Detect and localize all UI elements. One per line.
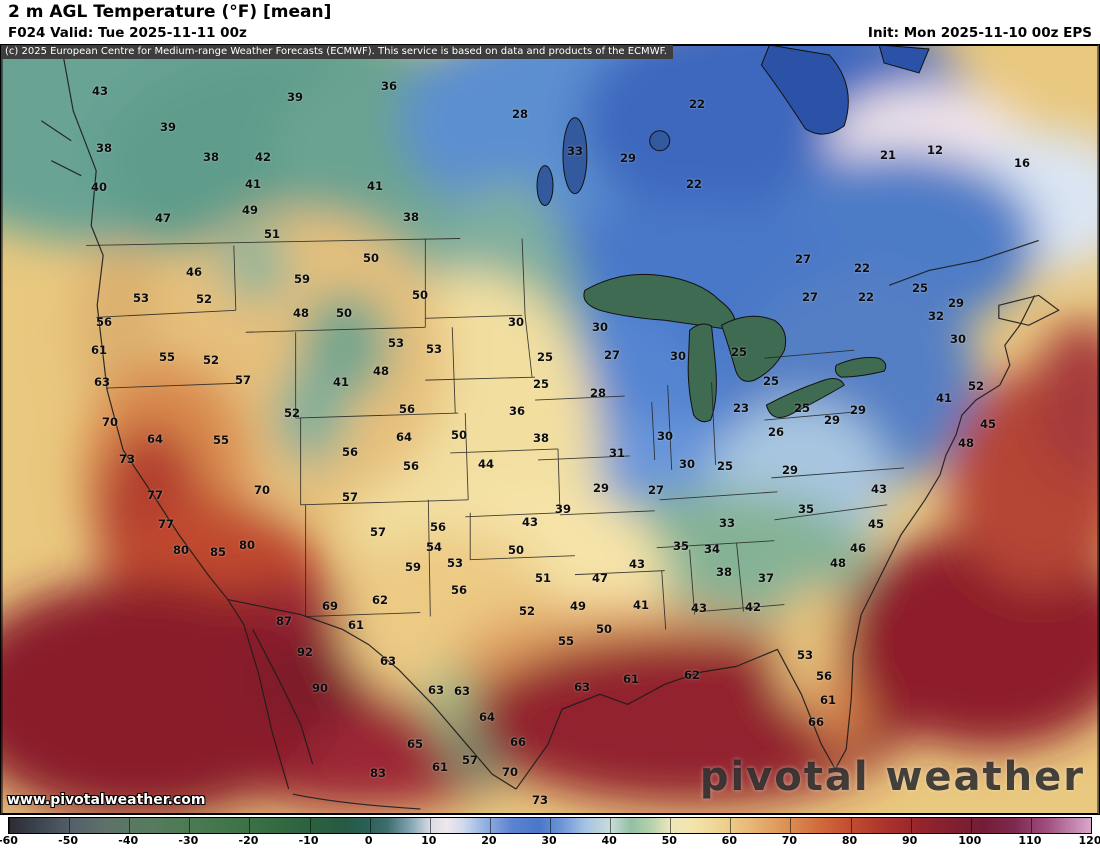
colorbar-tick-mark [9, 818, 10, 833]
copyright-notice: (c) 2025 European Centre for Medium-rang… [1, 45, 673, 59]
colorbar-tick-label: 50 [661, 834, 677, 847]
colorbar-tick-mark [550, 818, 551, 833]
colorbar-tick-label: 80 [841, 834, 858, 847]
colorbar-tick-mark [489, 818, 491, 833]
colorbar-tick-mark [309, 818, 311, 833]
colorbar-tick-label: 70 [781, 834, 798, 847]
colorbar-tick-mark [129, 818, 131, 833]
colorbar-tick-label: -10 [298, 834, 319, 847]
colorbar-tick-mark [970, 818, 972, 833]
colorbar-tick-label: 110 [1018, 834, 1042, 847]
colorbar-tick-mark [69, 818, 71, 833]
colorbar-tick-label: 0 [364, 834, 373, 847]
temperature-field-map [1, 45, 1099, 814]
colorbar-tick-mark [790, 818, 792, 833]
hudson-bay [536, 45, 930, 207]
great-lakes [583, 273, 887, 423]
colorbar-tick-mark [1030, 818, 1032, 833]
state-boundaries [86, 238, 905, 630]
colorbar-gradient [8, 817, 1092, 834]
colorbar-tick-label: 40 [601, 834, 617, 847]
colorbar-tick-label: -40 [118, 834, 139, 847]
colorbar-ticks: -60 -50 -40 -30 -20 -10 0 10 20 30 40 50 60 70 80 90 100… [0, 834, 1100, 848]
init-time-label: Init: Mon 2025-11-10 00z EPS [867, 25, 1092, 41]
colorbar-tick-mark [189, 818, 191, 833]
colorbar-tick-label: 100 [958, 834, 982, 847]
colorbar-tick-label: -60 [0, 834, 18, 847]
colorbar-tick-mark [670, 818, 672, 833]
colorbar-tick-mark [730, 818, 732, 833]
map-frame: (c) 2025 European Centre for Medium-rang… [0, 44, 1100, 815]
colorbar-tick-label: 60 [721, 834, 737, 847]
colorbar: -60 -50 -40 -30 -20 -10 0 10 20 30 40 50 60 70 80 90 100… [0, 815, 1100, 850]
temperature-field [1, 45, 1099, 814]
colorbar-tick-mark [429, 818, 431, 833]
site-url-watermark: www.pivotalweather.com [7, 792, 206, 808]
colorbar-tick-label: 90 [902, 834, 918, 847]
colorbar-tick-label: 120 [1078, 834, 1100, 847]
colorbar-tick-mark [249, 818, 251, 833]
colorbar-tick-mark [850, 818, 852, 833]
colorbar-tick-mark [910, 818, 912, 833]
valid-time-label: F024 Valid: Tue 2025-11-11 00z [8, 25, 247, 41]
colorbar-tick-mark [610, 818, 612, 833]
colorbar-tick-label: 10 [421, 834, 437, 847]
colorbar-tick-label: -50 [58, 834, 79, 847]
colorbar-tick-label: 20 [481, 834, 497, 847]
brand-watermark: pivotal weather [699, 754, 1085, 800]
page-title: 2 m AGL Temperature (°F) [mean] [8, 2, 332, 22]
coastlines [40, 45, 1060, 810]
colorbar-tick-mark [369, 818, 371, 833]
colorbar-tick-mark [1091, 818, 1092, 833]
colorbar-tick-label: 30 [541, 834, 557, 847]
colorbar-tick-label: -20 [238, 834, 259, 847]
colorbar-tick-label: -30 [178, 834, 199, 847]
